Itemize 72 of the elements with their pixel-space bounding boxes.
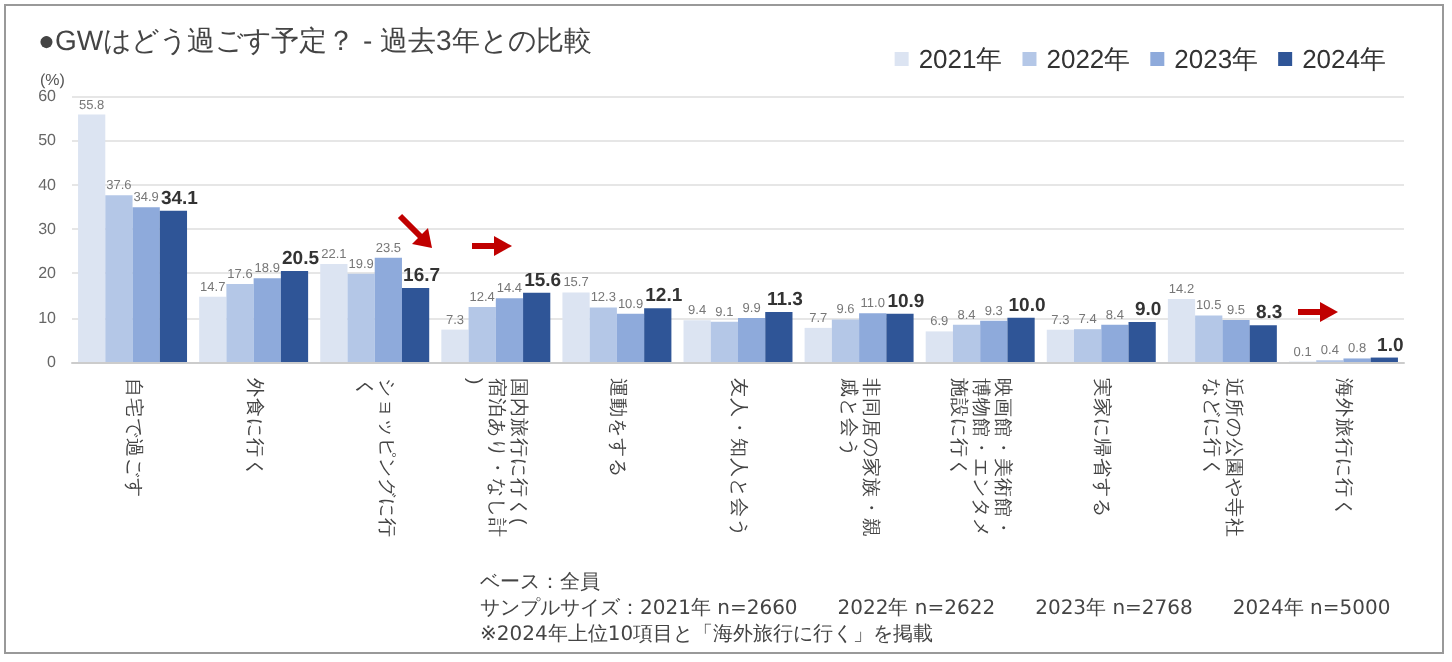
bar xyxy=(374,257,402,362)
bar xyxy=(253,278,281,362)
x-tick-label: 海外旅行に行く xyxy=(1332,378,1357,518)
y-axis-title: (%) xyxy=(40,71,66,90)
data-label: 10.9 xyxy=(887,290,925,313)
data-label: 12.1 xyxy=(645,285,684,308)
y-tick-label: 50 xyxy=(38,131,58,150)
legend-label: 2024年 xyxy=(1302,44,1386,74)
x-tick-label: 外食に行く xyxy=(242,378,267,478)
x-tick-label: 友人・知人と会う xyxy=(727,378,751,538)
bar xyxy=(1007,317,1035,362)
data-label: 34.1 xyxy=(160,187,200,210)
x-tick-label: 非同居の家族・親戚と会う xyxy=(837,378,884,538)
bar xyxy=(1222,319,1250,362)
bar xyxy=(980,320,1008,362)
y-tick-label: 0 xyxy=(47,353,58,371)
bar xyxy=(1074,329,1102,362)
data-label: 9.0 xyxy=(1134,299,1162,322)
bar xyxy=(831,319,860,362)
bar xyxy=(644,308,672,362)
data-label: 8.3 xyxy=(1256,302,1283,325)
bar xyxy=(589,307,617,362)
chart-title: ●GWはどう過ごす予定？ - 過去3年との比較 xyxy=(38,24,592,56)
x-tick-label: 映画館・美術館・博物館・エンタメ施設に行く xyxy=(947,378,1016,538)
bar xyxy=(925,331,953,362)
legend-label: 2023年 xyxy=(1174,44,1259,74)
bar xyxy=(1249,325,1277,362)
x-tick-label: 運動をする xyxy=(605,378,630,478)
bar xyxy=(226,283,254,362)
y-tick-label: 10 xyxy=(38,308,58,327)
bar xyxy=(401,287,430,362)
x-tick-label: 国内旅行に行く(宿泊あり・なし計) xyxy=(462,378,531,538)
y-tick-label: 20 xyxy=(38,264,58,283)
data-label: 1.0 xyxy=(1377,334,1404,357)
bar xyxy=(1046,329,1075,362)
bar xyxy=(132,207,160,362)
bar xyxy=(468,307,496,362)
data-label: 20.5 xyxy=(282,248,321,271)
bar xyxy=(1101,324,1129,362)
bar xyxy=(765,311,793,362)
bar xyxy=(1195,315,1223,362)
bar xyxy=(738,318,766,362)
x-tick-label: 自宅で過ごす xyxy=(121,378,146,498)
y-tick-label: 30 xyxy=(38,220,58,238)
data-label: 10.0 xyxy=(1008,294,1046,317)
bar xyxy=(280,271,309,362)
x-tick-label: 近所の公園や寺社などに行く xyxy=(1200,378,1247,538)
bar xyxy=(952,324,981,362)
data-label: 15.6 xyxy=(524,269,562,292)
bar xyxy=(616,313,645,362)
text: サンプルサイズ：2021年 n=2660 2022年 n=2622 2023年 n=2768 2024年 n=5000 xyxy=(480,596,1391,622)
data-label: 16.7 xyxy=(403,264,441,287)
bar xyxy=(523,292,551,362)
bar xyxy=(159,210,188,362)
text: ベース：全員 xyxy=(480,570,602,596)
bar xyxy=(710,321,738,362)
y-tick-label: 40 xyxy=(38,175,58,194)
bar xyxy=(1128,322,1156,362)
x-tick-label: ショッピングに行く xyxy=(352,378,397,538)
x-tick-label: 実家に帰省する xyxy=(1090,378,1115,518)
bar xyxy=(495,298,524,362)
y-tick-label: 60 xyxy=(38,87,58,105)
bar xyxy=(105,195,133,362)
text: ※2024年上位10項目と「海外旅行に行く」を掲載 xyxy=(480,622,936,648)
bar xyxy=(441,329,469,362)
bar xyxy=(347,273,375,362)
legend-label: 2022年 xyxy=(1046,44,1131,74)
data-label: 11.3 xyxy=(766,288,803,311)
bar xyxy=(859,313,887,362)
bar xyxy=(804,327,832,362)
legend-label: 2021年 xyxy=(918,44,1003,74)
bar xyxy=(886,313,914,362)
